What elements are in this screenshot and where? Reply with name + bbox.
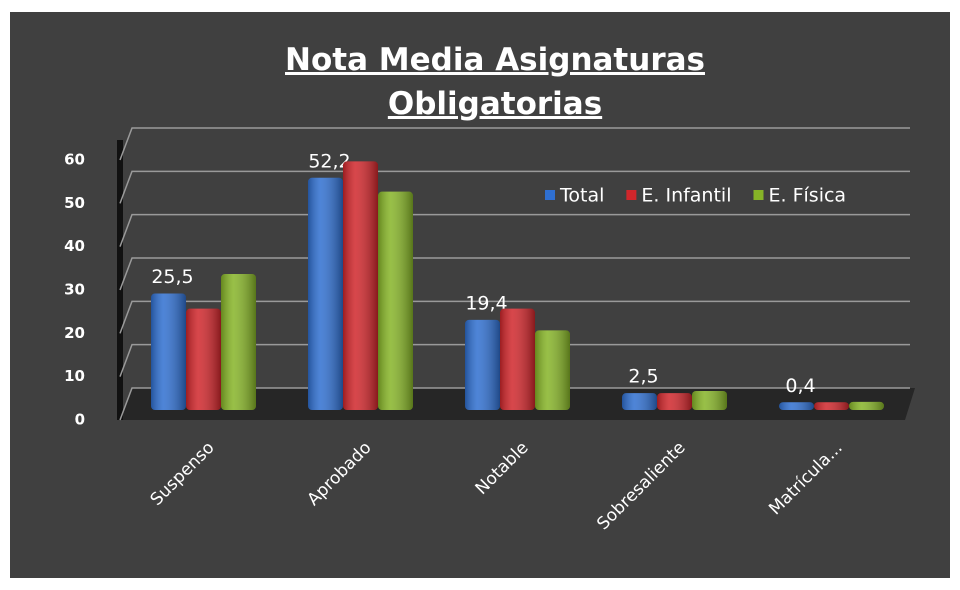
y-tick-label: 40 [64,237,85,255]
bar-shade [308,177,343,410]
bar-shade [622,393,657,410]
bar-shade [814,402,849,410]
bar-shade [535,330,570,410]
value-label: 52,2 [308,150,350,172]
bar-shade [343,161,378,410]
bar-shade [186,308,221,410]
y-tick-label: 20 [64,324,85,342]
bar-shade [692,391,727,410]
grid-line [119,343,910,377]
chart-title: Nota Media Asignaturas Obligatorias [285,42,705,122]
value-label: 2,5 [628,366,658,388]
value-label: 25,5 [151,266,193,288]
legend-swatch [626,190,637,200]
legend-swatch [545,190,555,200]
bar-shade [221,274,256,410]
grid-line [119,387,910,421]
grid-line [119,257,910,291]
value-label: 19,4 [465,292,507,314]
grid-line [119,213,910,247]
y-tick-label: 60 [64,151,85,169]
y-tick-label: 50 [64,194,85,212]
y-tick-label: 10 [64,367,85,385]
bar-shade [657,393,692,410]
y-tick-label: 30 [64,281,85,299]
value-label: 0,4 [785,375,815,397]
bar-shade [151,293,186,410]
legend-label: Total [559,185,604,207]
grid-line [119,170,910,204]
bar-shade [779,402,814,410]
legend-swatch [753,190,764,200]
grid-line [119,127,910,161]
legend-label: E. Física [769,185,847,207]
bar-shade [500,308,535,410]
bar-shade [378,191,413,410]
y-tick-label: 0 [75,411,85,429]
bar-shade [849,401,884,410]
legend-label: E. Infantil [641,185,731,207]
bar-shade [465,319,500,410]
grid-line [119,300,910,334]
